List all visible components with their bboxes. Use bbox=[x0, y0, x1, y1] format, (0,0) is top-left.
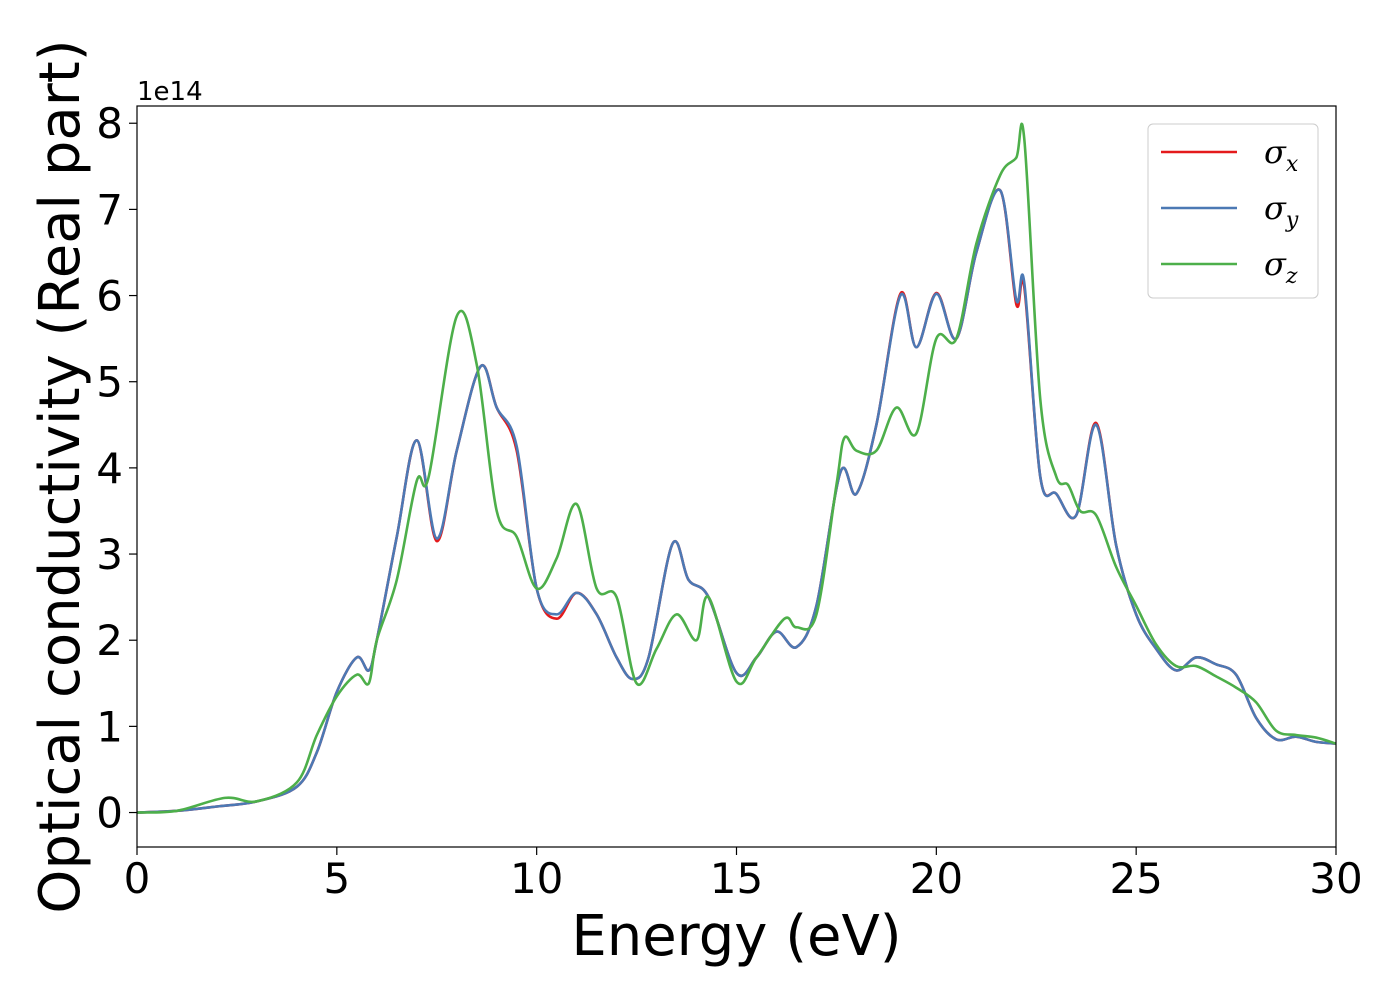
series-line-y bbox=[136, 188, 1337, 814]
series-line-z bbox=[136, 122, 1337, 814]
y-tick-label: 3 bbox=[96, 530, 123, 579]
y-axis-title: Optical conductivity (Real part) bbox=[28, 39, 93, 913]
y-tick-label: 6 bbox=[96, 272, 123, 321]
legend: σx σy σz bbox=[1147, 123, 1319, 299]
legend-label-y: σy bbox=[1264, 189, 1299, 233]
y-tick-label: 8 bbox=[96, 99, 123, 148]
x-tick-label: 30 bbox=[1309, 854, 1362, 903]
series-layer bbox=[136, 122, 1337, 814]
x-axis-title: Energy (eV) bbox=[571, 904, 901, 969]
y-tick-label: 2 bbox=[96, 616, 123, 665]
y-offset-label: 1e14 bbox=[137, 77, 203, 107]
y-tick-label: 1 bbox=[96, 702, 123, 751]
x-tick-label: 0 bbox=[124, 854, 151, 903]
y-tick-label: 5 bbox=[96, 358, 123, 407]
y-axis: 0 1 2 3 4 5 6 7 8 bbox=[96, 99, 137, 838]
y-tick-label: 4 bbox=[96, 444, 123, 493]
x-tick-label: 25 bbox=[1109, 854, 1162, 903]
legend-label-x: σx bbox=[1264, 133, 1299, 177]
x-tick-label: 10 bbox=[510, 854, 563, 903]
x-axis: 0 5 10 15 20 25 30 bbox=[124, 847, 1363, 903]
y-tick-label: 7 bbox=[96, 185, 123, 234]
x-tick-label: 5 bbox=[323, 854, 350, 903]
legend-label-z: σz bbox=[1264, 245, 1298, 289]
x-tick-label: 15 bbox=[710, 854, 763, 903]
x-tick-label: 20 bbox=[910, 854, 963, 903]
y-tick-label: 0 bbox=[96, 789, 123, 838]
legend-box bbox=[1147, 123, 1319, 299]
